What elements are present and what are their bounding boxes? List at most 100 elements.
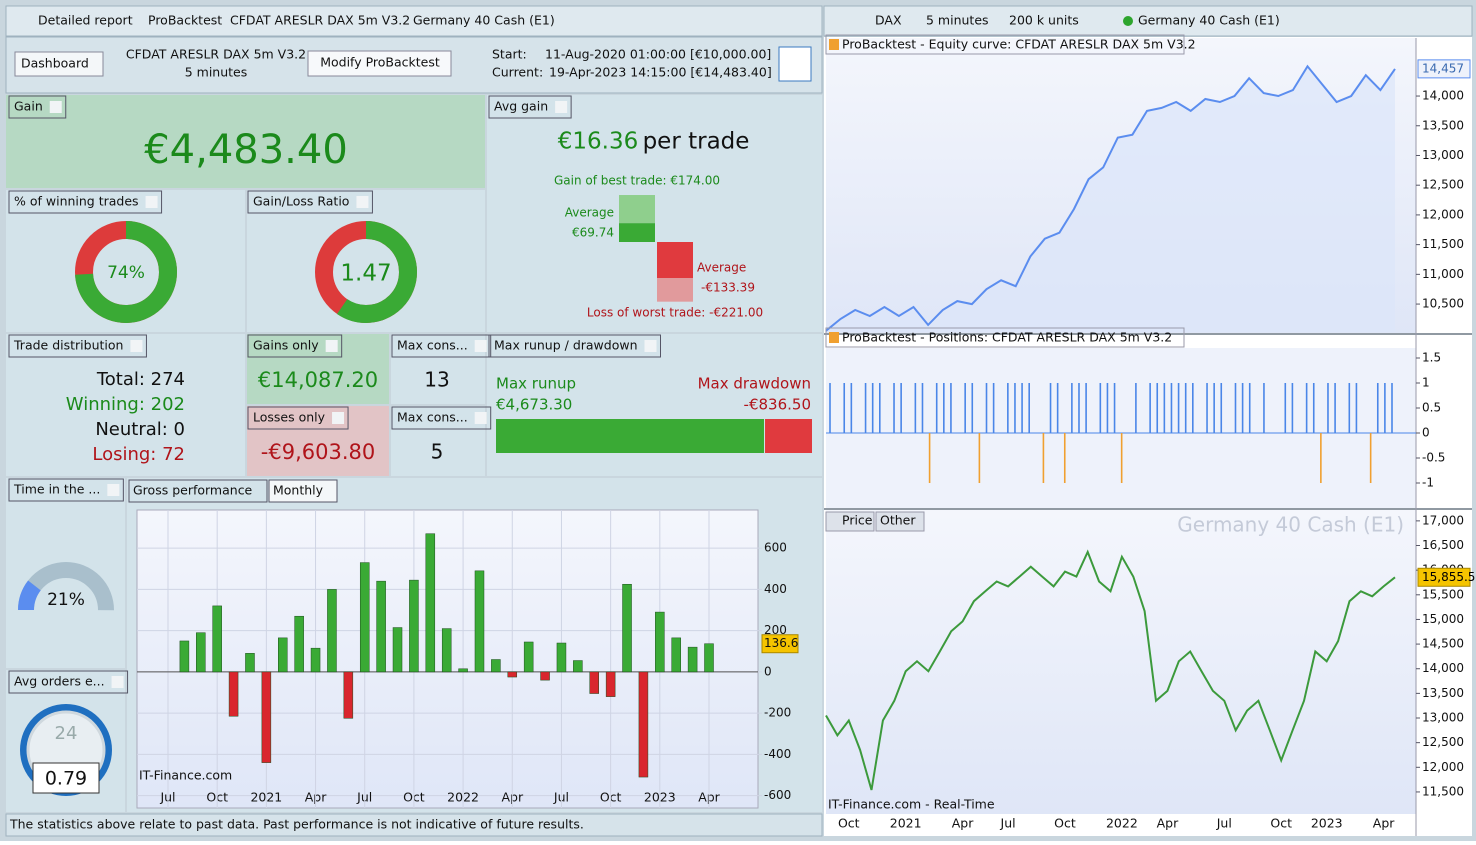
wrench-icon[interactable] [474, 412, 487, 424]
tab[interactable] [825, 511, 875, 532]
bar [1248, 383, 1251, 433]
tab-label[interactable]: Other [880, 513, 916, 528]
wrench-icon[interactable] [130, 340, 143, 352]
selector[interactable]: Germany 40 Cash (E1) [1138, 13, 1280, 28]
bar [540, 671, 550, 681]
y-tick-label: 14,000 [1422, 89, 1464, 103]
x-tick-label: Oct [1054, 816, 1076, 831]
tile-title-box [8, 478, 124, 502]
bar [878, 383, 881, 433]
bar [392, 627, 403, 673]
bar [491, 659, 501, 673]
wrench-icon[interactable] [332, 412, 345, 424]
best-bar [619, 195, 655, 224]
selector[interactable]: 200 k units [1009, 13, 1079, 28]
bar [1049, 383, 1052, 433]
tile-title: Losses only [253, 410, 326, 425]
pane-icon [829, 332, 839, 343]
dropdown-label[interactable]: Dashboard [21, 56, 89, 71]
tile-title-box [8, 334, 147, 358]
wrench-icon[interactable] [325, 340, 338, 352]
dropdown[interactable] [268, 479, 338, 503]
tab-label[interactable]: Price [842, 513, 873, 528]
current-box [1417, 59, 1471, 79]
wrench-icon[interactable] [474, 340, 487, 352]
button-label[interactable]: Modify ProBacktest [320, 55, 440, 70]
price-plot [826, 510, 1416, 814]
gross-title: Gross performance [133, 483, 253, 498]
best-trade: Gain of best trade: €174.00 [554, 174, 720, 188]
y-tick-label: 13,000 [1422, 711, 1464, 725]
bar [1241, 383, 1244, 433]
runup-title: Max runup [496, 375, 576, 393]
report-icon[interactable] [778, 46, 812, 82]
bar [1071, 383, 1073, 433]
pane-title-box [825, 327, 1185, 348]
bar [1327, 383, 1329, 433]
tile-title: % of winning trades [14, 194, 139, 209]
wrench-icon[interactable] [145, 196, 158, 208]
y-tick-label: -0.5 [1422, 451, 1445, 465]
bar [573, 660, 583, 673]
bar [589, 671, 599, 694]
x-tick-label: Apr [1157, 816, 1179, 831]
tile-title: Max cons... [397, 338, 468, 353]
pane-title: ProBacktest - Equity curve: CFDAT ARESLR… [842, 37, 1196, 52]
bar [359, 562, 370, 673]
bar [985, 383, 988, 433]
x-tick-label: Jul [1216, 816, 1232, 831]
timeframe: 5 minutes [185, 65, 248, 80]
current-value: 15,855.5 [1422, 570, 1475, 584]
bar [1021, 383, 1023, 433]
dropdown[interactable] [14, 51, 104, 77]
gain-tile [6, 95, 485, 188]
tab[interactable]: ProBacktest [148, 13, 222, 28]
wrench-icon[interactable] [555, 101, 568, 113]
bar [425, 533, 436, 673]
selector[interactable]: 5 minutes [926, 13, 989, 28]
tab[interactable]: Detailed report [38, 13, 133, 28]
bar [893, 383, 895, 433]
bar [1376, 383, 1379, 433]
wrench-icon[interactable] [111, 676, 124, 688]
bar [278, 637, 288, 673]
current-value: 14,457 [1422, 61, 1464, 75]
bar [687, 646, 698, 673]
ratio: 1.47 [340, 261, 391, 287]
x-tick-label: Apr [952, 816, 974, 831]
bar [409, 579, 419, 673]
avg-gain-value: €16.36 [558, 129, 638, 155]
period[interactable]: Monthly [273, 483, 324, 498]
gauge-arc [18, 562, 114, 658]
tile-title: Avg gain [494, 99, 548, 114]
selector[interactable]: DAX [875, 13, 902, 28]
distribution-neutral: Neutral: 0 [95, 419, 185, 440]
y-tick-label: 0.5 [1422, 401, 1441, 415]
avg-gain-unit: per trade [643, 129, 750, 155]
y-tick-label: 16,500 [1422, 538, 1464, 552]
max-wins-tile [391, 334, 485, 404]
bar [1369, 433, 1372, 483]
wrench-icon[interactable] [107, 484, 120, 496]
bar [935, 383, 938, 433]
wrench-icon[interactable] [356, 196, 369, 208]
tab[interactable]: CFDAT ARESLR DAX 5m V3.2 [230, 13, 410, 28]
market-watermark: Germany 40 Cash (E1) [1177, 513, 1404, 537]
tab[interactable]: Germany 40 Cash (E1) [413, 13, 555, 28]
gains-tile [247, 334, 389, 404]
drawdown-bar [765, 419, 812, 453]
gain-value: €4,483.40 [144, 127, 348, 173]
wrench-icon[interactable] [49, 101, 62, 113]
footer [5, 813, 823, 837]
bar [1206, 383, 1208, 433]
bar [327, 589, 337, 673]
tab[interactable] [875, 511, 925, 532]
tile-title: Max cons... [397, 410, 468, 425]
bar [376, 580, 386, 673]
y-tick-label: 200 [764, 623, 787, 637]
wrench-icon[interactable] [644, 340, 657, 352]
bar [638, 671, 649, 778]
button[interactable] [307, 50, 452, 77]
tile-title: Trade distribution [13, 338, 123, 353]
